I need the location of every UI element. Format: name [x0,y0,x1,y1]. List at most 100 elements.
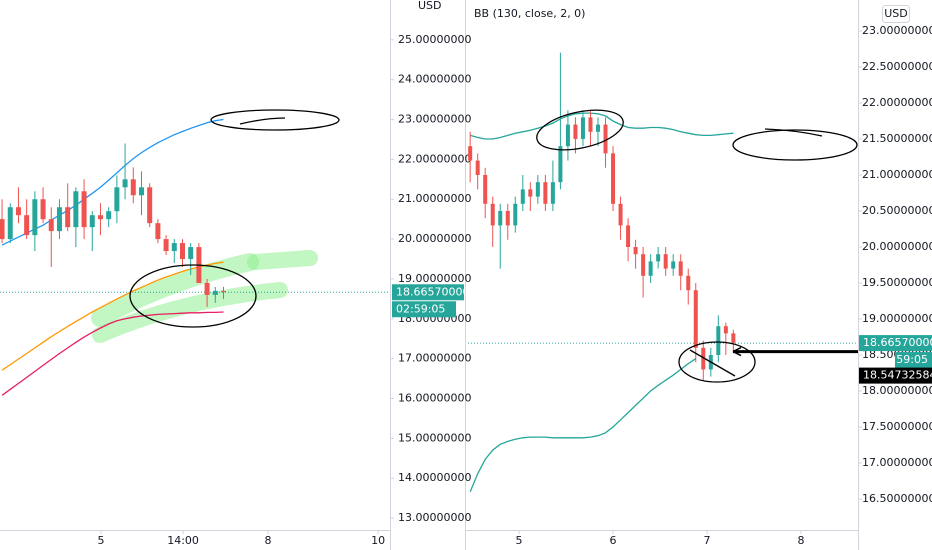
y-tick-label: 20.00000000 [398,232,471,245]
y-tick-label: 21.00000000 [398,192,471,205]
hand-drawing [732,129,858,161]
hand-drawing [210,109,340,131]
x-tick-label: 10 [371,534,385,547]
candle-body [163,239,169,252]
x-tick-label: 6 [610,534,617,547]
candle-body [648,261,653,276]
candle-body [596,124,600,132]
candle-body [7,207,13,240]
indicator-line [469,358,697,493]
candle-body [520,189,525,204]
x-tick-label: 7 [704,534,711,547]
y-tick-label: 17.00000000 [862,456,932,469]
indicator-title: BB (130, close, 2, 0) [474,7,585,20]
last-price-box [392,284,464,301]
indicator-line [1,311,224,396]
indicator-line [1,261,224,371]
candle-body [48,219,54,232]
y-tick-label: 20.00000000 [862,240,932,253]
y-tick-label: 22.50000000 [862,60,932,73]
candle-body [543,182,548,204]
axis-unit: USD [418,0,442,12]
y-tick-label: 13.00000000 [398,511,471,524]
countdown-label: 02:59:05 [396,302,445,315]
axis-unit[interactable]: USD [884,7,908,20]
candle-body [528,189,533,197]
candle-body [686,275,691,291]
y-tick-label: 21.00000000 [862,168,932,181]
y-tick-label: 23.00000000 [398,113,471,126]
hand-drawing [689,349,736,377]
hand-drawing [129,264,257,328]
candle-body [188,247,194,260]
candle-body [573,124,578,139]
candle-body [535,182,540,197]
candle-body [475,160,480,175]
candle-body [611,153,616,204]
last-price-label: 18.66570000 [863,336,932,349]
y-tick-label: 17.50000000 [862,420,932,433]
marker-label: 18.54732584 [863,369,932,382]
countdown-box [392,301,456,318]
x-tick-label: 5 [516,534,523,547]
last-price-label: 18.66570000 [396,285,469,298]
candle-body [155,223,161,240]
unit-button[interactable] [882,5,910,23]
candle-body [97,215,103,220]
candle-body [626,225,631,247]
candle-body [147,187,153,224]
candle-body [122,179,128,188]
y-tick-label: 20.50000000 [862,204,932,217]
x-tick-label: 8 [798,534,805,547]
hand-drawing [536,109,624,151]
candle-body [723,326,728,334]
candle-body [716,326,721,356]
candle-body [138,187,144,196]
y-tick-label: 18.00000000 [862,384,932,397]
candle-body [171,243,177,252]
y-tick-label: 16.00000000 [398,391,471,404]
indicator-line [1,118,224,246]
candle-body [81,191,87,228]
y-tick-label: 15.00000000 [398,431,471,444]
candle-body [580,117,585,139]
candle-body [65,207,71,228]
countdown-label: 59:05 [896,353,928,366]
candle-body [701,347,706,370]
candle-body [663,254,668,269]
candle-body [221,290,227,293]
x-tick-label: 8 [265,534,272,547]
y-tick-label: 25.00000000 [398,33,471,46]
y-tick-label: 14.00000000 [398,471,471,484]
y-tick-label: 21.50000000 [862,132,932,145]
y-tick-label: 19.50000000 [862,276,932,289]
candle-body [588,117,593,132]
candle-body [179,243,185,260]
candle-body [32,199,38,236]
candle-body [204,282,210,295]
highlight-stroke [247,250,318,270]
candle-body [89,215,95,228]
highlights [91,250,318,343]
candle-body [483,174,488,204]
candle-body [490,203,495,226]
candle-body [618,203,623,226]
candle-body [212,290,218,295]
candle-body [0,219,5,240]
y-tick-label: 22.00000000 [398,152,471,165]
y-tick-label: 24.00000000 [398,73,471,86]
y-tick-label: 17.00000000 [398,352,471,365]
last-price-box [859,335,932,352]
candle-body [731,333,736,343]
candle-body [633,246,638,255]
candle-body [603,124,608,154]
candle-body [24,215,30,236]
highlight-stroke [91,253,259,327]
x-tick-label: 14:00 [167,534,199,547]
y-tick-label: 19.00000000 [398,272,471,285]
indicator-line [470,112,734,140]
marker-box [859,367,932,384]
candle-body [693,290,698,348]
candle-body [671,261,676,269]
